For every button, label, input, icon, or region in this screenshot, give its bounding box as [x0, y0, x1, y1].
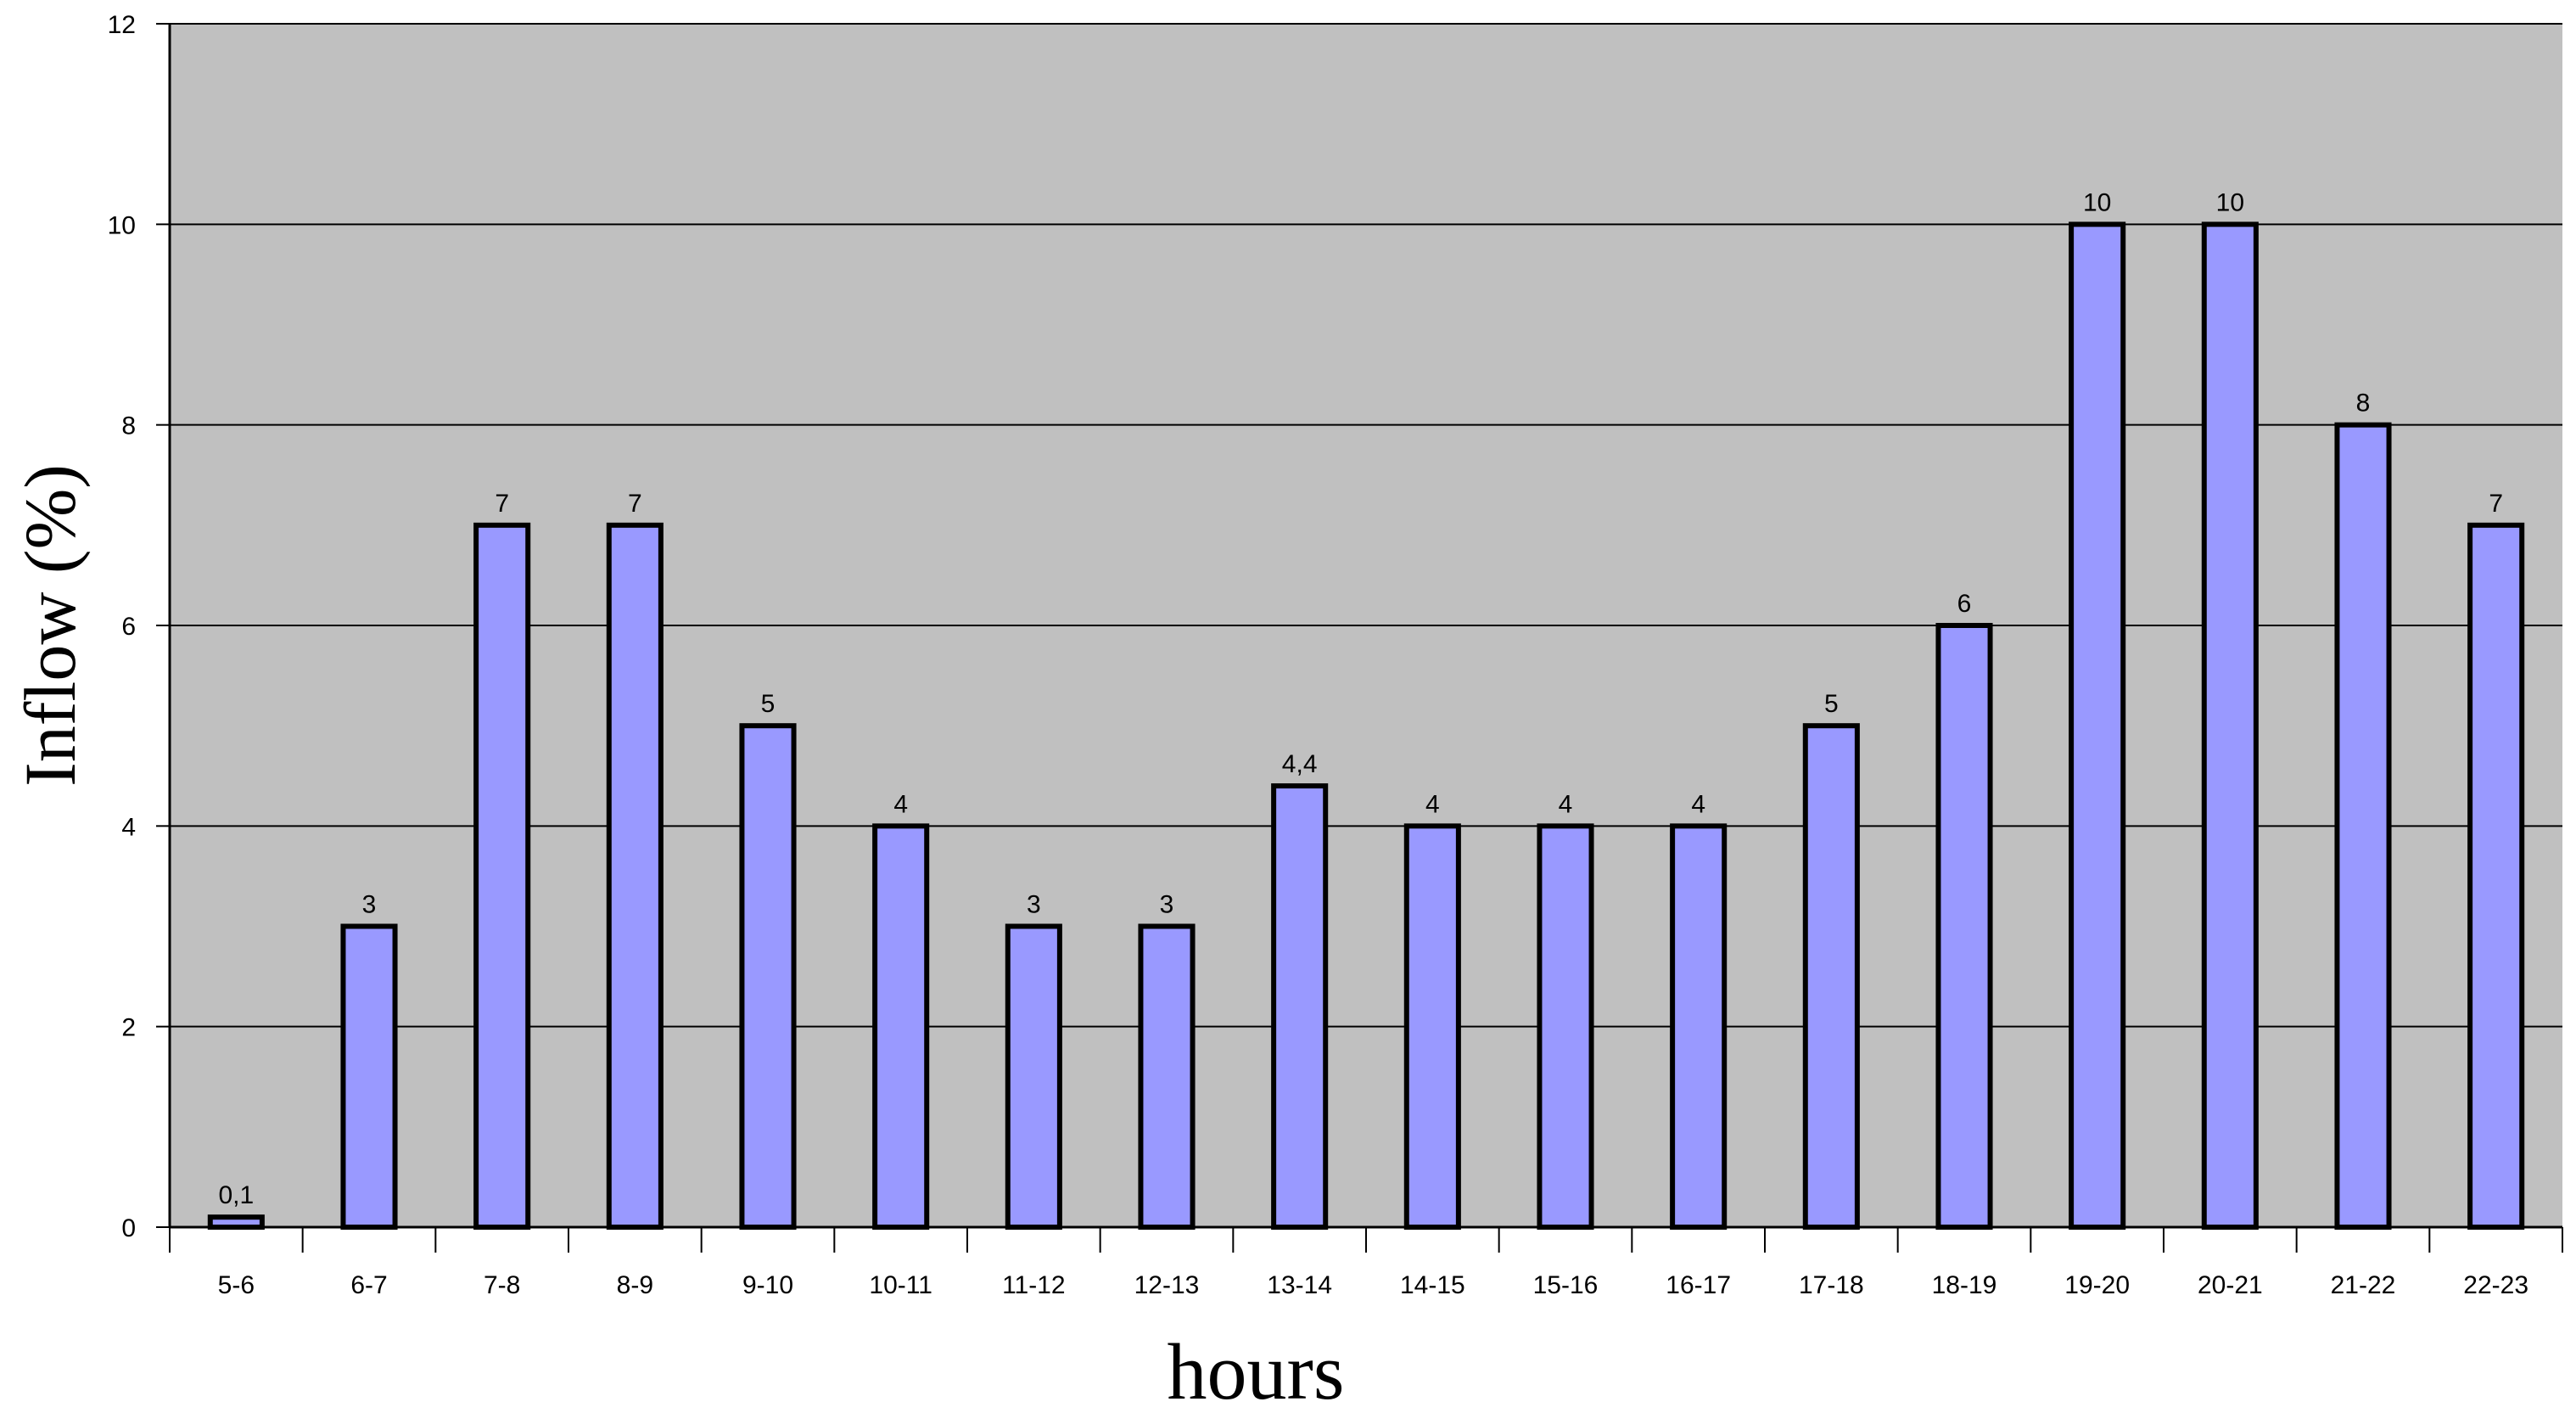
data-label-22-23: 7 — [2489, 490, 2503, 518]
x-tick-label-10-11: 10-11 — [869, 1271, 932, 1299]
x-tick-label-15-16: 15-16 — [1533, 1271, 1599, 1299]
x-tick-label-22-23: 22-23 — [2463, 1271, 2528, 1299]
y-tick-label: 8 — [121, 412, 136, 440]
x-tick-label-6-7: 6-7 — [350, 1271, 387, 1299]
bar-9-10 — [739, 723, 797, 1230]
data-label-11-12: 3 — [1027, 891, 1041, 919]
data-label-8-9: 7 — [628, 490, 642, 518]
y-tick-label: 4 — [121, 813, 136, 841]
x-tick-label-20-21: 20-21 — [2198, 1271, 2263, 1299]
y-tick-label: 12 — [108, 11, 136, 39]
y-tick-label: 6 — [121, 613, 136, 641]
bar-22-23 — [2467, 522, 2525, 1230]
data-label-18-19: 6 — [1957, 590, 1972, 618]
y-tick-label: 0 — [121, 1214, 136, 1242]
x-axis-title: hours — [1168, 1328, 1345, 1413]
x-tick-label-19-20: 19-20 — [2064, 1271, 2130, 1299]
bars — [207, 221, 2525, 1231]
data-label-12-13: 3 — [1160, 891, 1174, 919]
data-label-20-21: 10 — [2216, 188, 2244, 216]
x-tick-label-7-8: 7-8 — [484, 1271, 520, 1299]
x-tick-label-17-18: 17-18 — [1799, 1271, 1864, 1299]
y-tick-label: 10 — [108, 211, 136, 239]
bar-13-14 — [1271, 783, 1329, 1230]
data-label-14-15: 4 — [1425, 790, 1440, 818]
bar-17-18 — [1802, 723, 1860, 1230]
x-tick-label-11-12: 11-12 — [1002, 1271, 1066, 1299]
x-axis: 5-6 6-7 7-8 8-9 9-10 10-11 11-12 12-13 13-14 14-1… — [169, 1225, 2563, 1299]
y-tick-label: 2 — [121, 1014, 136, 1042]
data-label-9-10: 5 — [761, 690, 776, 718]
data-label-21-22: 8 — [2356, 390, 2371, 418]
bar-19-20 — [2069, 221, 2126, 1230]
bar-6-7 — [340, 923, 398, 1230]
data-label-16-17: 4 — [1691, 790, 1705, 818]
bar-12-13 — [1138, 923, 1196, 1230]
x-tick-label-12-13: 12-13 — [1134, 1271, 1200, 1299]
x-tick-label-8-9: 8-9 — [617, 1271, 653, 1299]
bar-20-21 — [2201, 221, 2259, 1230]
x-tick-label-14-15: 14-15 — [1400, 1271, 1465, 1299]
bar-21-22 — [2334, 422, 2392, 1230]
y-axis-title: Inflow (%) — [9, 464, 91, 787]
x-tick-label-16-17: 16-17 — [1666, 1271, 1731, 1299]
bar-16-17 — [1670, 823, 1728, 1230]
bar-11-12 — [1005, 923, 1062, 1230]
gridlines — [170, 23, 2562, 1028]
bar-15-16 — [1537, 823, 1594, 1230]
x-tick-label-18-19: 18-19 — [1932, 1271, 1997, 1299]
data-label-7-8: 7 — [495, 490, 509, 518]
bar-8-9 — [606, 522, 664, 1230]
data-label-17-18: 5 — [1824, 690, 1839, 718]
data-label-13-14: 4,4 — [1282, 750, 1318, 778]
bar-5-6 — [207, 1214, 265, 1231]
bar-18-19 — [1935, 623, 1993, 1230]
data-label-5-6: 0,1 — [218, 1181, 254, 1209]
data-label-6-7: 3 — [362, 891, 377, 919]
x-tick-label-5-6: 5-6 — [218, 1271, 255, 1299]
data-label-19-20: 10 — [2083, 188, 2111, 216]
bar-10-11 — [872, 823, 930, 1230]
y-axis: 0 2 4 6 8 10 12 — [108, 11, 171, 1242]
data-label-10-11: 4 — [893, 790, 908, 818]
data-labels: 0,1 3 7 7 5 4 3 3 4,4 4 4 4 5 6 10 10 8 7 — [218, 188, 2503, 1209]
bar-7-8 — [473, 522, 531, 1230]
data-label-15-16: 4 — [1559, 790, 1573, 818]
x-tick-label-13-14: 13-14 — [1267, 1271, 1332, 1299]
x-tick-label-9-10: 9-10 — [742, 1271, 793, 1299]
x-tick-label-21-22: 21-22 — [2331, 1271, 2396, 1299]
bar-14-15 — [1403, 823, 1461, 1230]
